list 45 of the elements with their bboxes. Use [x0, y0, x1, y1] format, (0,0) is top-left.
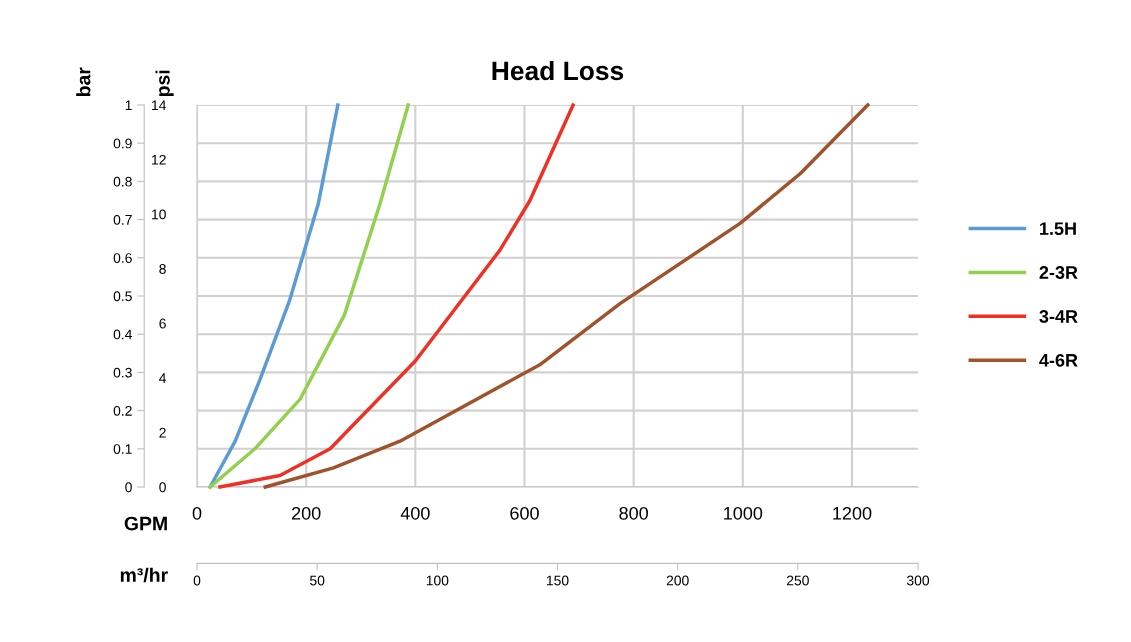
y2-tick-label: 2 — [159, 427, 166, 438]
y2-tick-label: 6 — [159, 318, 166, 329]
y2-tick-label: 12 — [152, 154, 166, 165]
x2-tick-label: 200 — [666, 575, 689, 586]
x2-tick-label: 150 — [546, 575, 569, 586]
y-tick-label: 0.9 — [113, 138, 132, 149]
legend-label: 2-3R — [1039, 266, 1078, 279]
y-tick-label: 0.1 — [113, 444, 132, 454]
y2-axis-title: psi — [155, 70, 174, 97]
legend-label: 3-4R — [1039, 310, 1078, 323]
x2-tick-label: 250 — [786, 575, 809, 586]
chart-title: Head Loss — [492, 60, 624, 81]
line-series — [208, 103, 410, 489]
y-tick-label: 1 — [125, 100, 132, 111]
x2-axis-title: m³/hr — [120, 567, 168, 583]
y2-tick-label: 8 — [159, 264, 166, 274]
y-tick-label: 0.2 — [113, 405, 132, 416]
y-tick-label: 0 — [125, 482, 132, 493]
y-tick-label: 0.3 — [113, 367, 132, 378]
x-tick-label: 200 — [292, 506, 321, 520]
x-tick-label: 400 — [400, 506, 430, 520]
y2-tick-label: 10 — [152, 209, 166, 220]
y2-tick-label: 0 — [159, 482, 166, 493]
y-tick-label: 0.6 — [113, 253, 132, 263]
line-series — [263, 103, 870, 489]
x2-tick-label: 0 — [193, 575, 201, 586]
y-tick-label: 0.5 — [113, 291, 132, 302]
y2-tick-label: 4 — [159, 373, 167, 383]
x-tick-label: 1000 — [724, 506, 763, 520]
y-tick-label: 0.4 — [113, 329, 133, 340]
y-axis-title: bar — [76, 67, 91, 97]
legend-label: 4-6R — [1039, 353, 1078, 367]
y2-tick-label: 14 — [152, 100, 167, 111]
x-tick-label: 1200 — [833, 506, 872, 520]
x-axis-title: GPM — [124, 516, 167, 531]
legend-label: 1.5H — [1040, 222, 1076, 235]
x2-tick-label: 100 — [426, 575, 449, 586]
y-tick-label: 0.7 — [113, 214, 132, 225]
x2-tick-label: 300 — [906, 575, 930, 586]
x-tick-label: 0 — [192, 506, 202, 520]
x2-tick-label: 50 — [310, 575, 325, 586]
x-tick-label: 600 — [510, 506, 539, 520]
line-series — [218, 103, 575, 489]
x-tick-label: 800 — [619, 506, 648, 520]
y-tick-label: 0.8 — [113, 176, 132, 187]
